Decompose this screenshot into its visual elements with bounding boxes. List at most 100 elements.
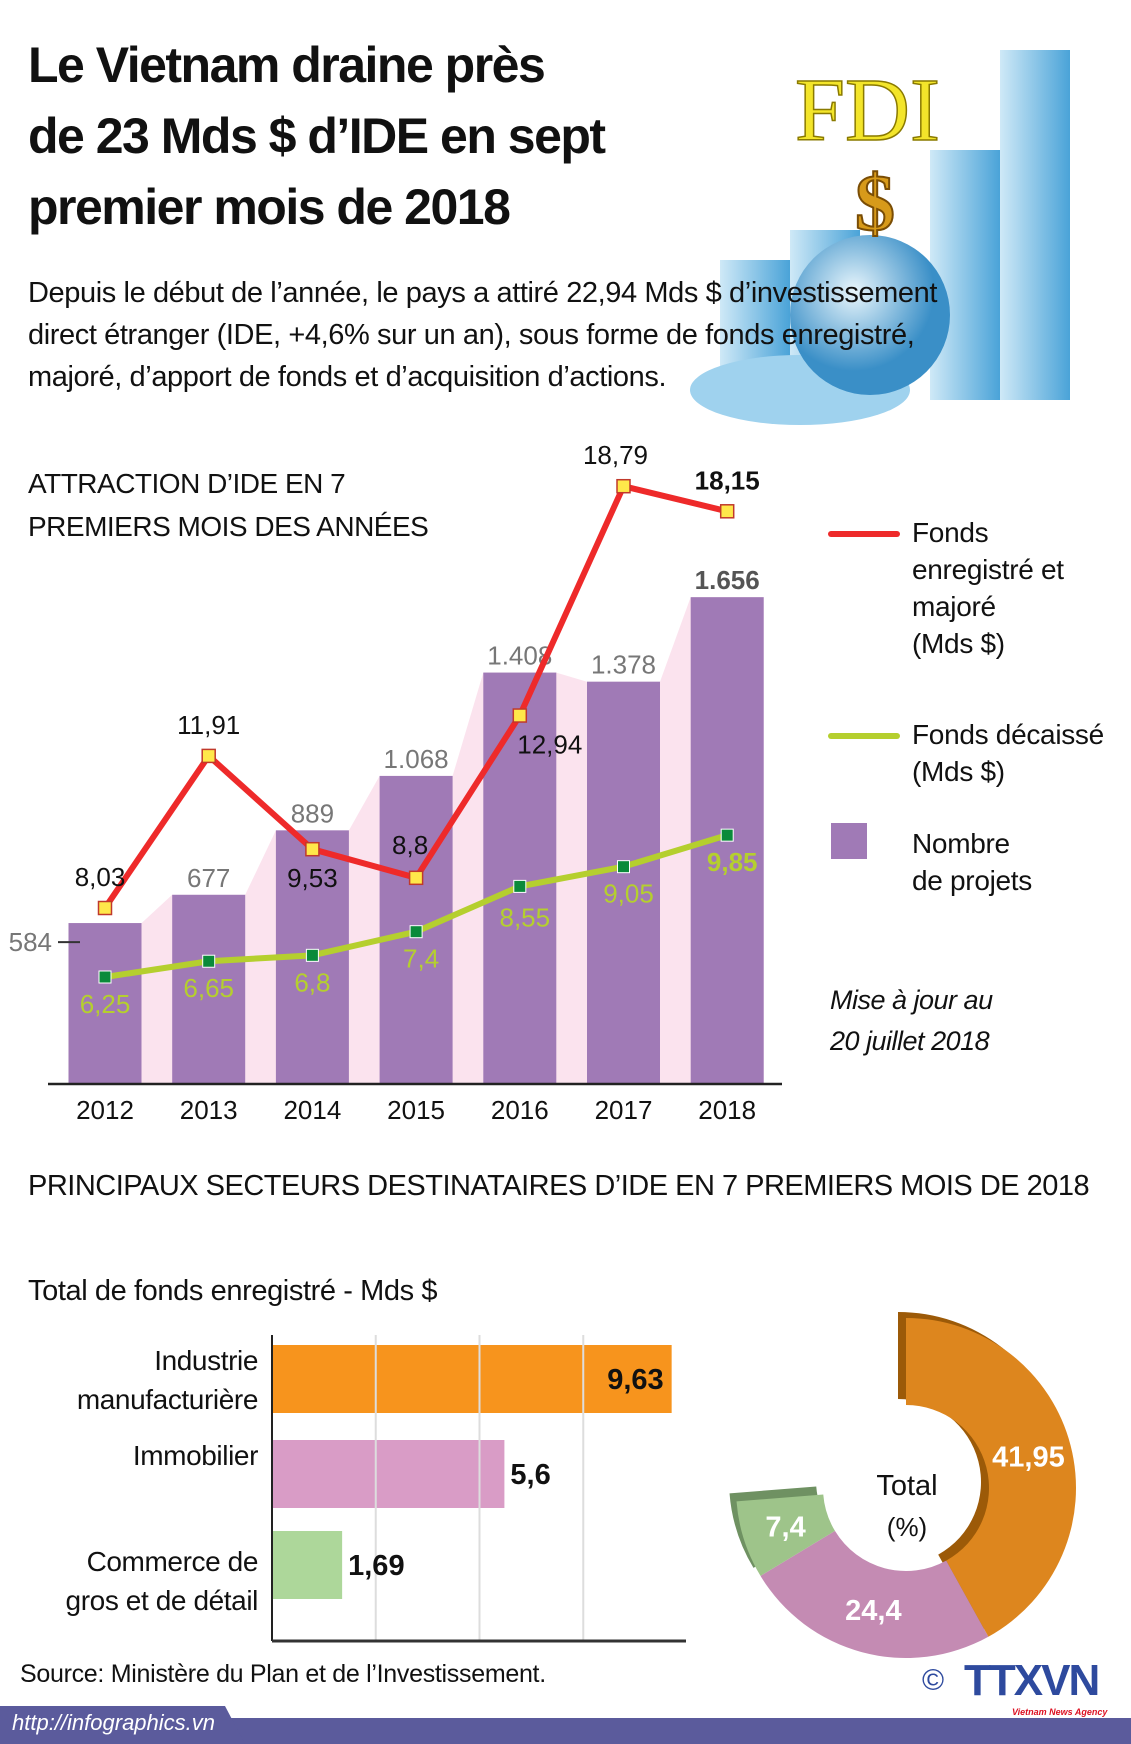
sector-bar [272,1345,672,1413]
legend-label: Fonds [912,517,989,548]
line-value-label: 9,05 [603,879,654,909]
bar-value-label: 1.068 [384,744,449,774]
section-title: PRINCIPAUX SECTEURS DESTINATAIRES D’IDE … [28,1170,1090,1202]
fdi-text: FDI [795,61,940,160]
line-value-label: 8,03 [75,862,126,892]
donut-value-label: 41,95 [992,1441,1065,1473]
sector-bar [272,1440,505,1508]
line-value-label: 8,55 [499,902,550,932]
legend-line-red [828,531,900,537]
donut-slice-rim [729,1486,828,1568]
marker-fonds-decaisse [720,828,734,842]
title-line: de 23 Mds $ d’IDE en sept [28,108,606,164]
line-value-label: 9,53 [287,863,338,893]
ide-attraction-chart: 5842012677201388920141.06820151.40820161… [9,440,782,1125]
chart-title-line: ATTRACTION D’IDE EN 7 [28,468,346,499]
category-label: Immobilier [28,1436,259,1475]
x-tick-label: 2015 [387,1095,445,1125]
logo-text: TTXVN [964,1656,1100,1705]
donut-center-label: (%) [887,1512,927,1542]
x-tick-label: 2016 [491,1095,549,1125]
footer-tab [0,1706,245,1744]
footer-url-link[interactable]: http://infographics.vn [12,1710,216,1735]
note-line: Mise à jour au [830,985,993,1015]
category-label-line: Immobilier [132,1440,259,1471]
legend-label: Fonds décaissé [912,719,1104,750]
sector-bar [272,1531,343,1599]
category-label: Industrie manufacturière [28,1341,259,1419]
title-line: Le Vietnam draine près [28,37,546,93]
sector-value-label: 9,63 [607,1364,663,1396]
donut-value-label: 7,4 [765,1512,805,1544]
legend-label: majoré [912,591,996,622]
category-label-line: manufacturière [76,1384,259,1415]
intro-paragraph: Depuis le début de l’année, le pays a at… [28,277,938,393]
marker-fonds-decaisse [409,925,423,939]
x-tick-label: 2013 [180,1095,238,1125]
line-value-label: 9,85 [707,847,758,877]
x-tick-label: 2017 [595,1095,653,1125]
x-tick-label: 2018 [698,1095,756,1125]
marker-fonds-decaisse [98,970,112,984]
marker-fonds-enregistre [201,748,216,764]
legend-label: (Mds $) [912,756,1005,787]
category-label-line: Industrie [154,1345,258,1376]
chart-title-line: PREMIERS MOIS DES ANNÉES [28,511,429,542]
bar-value-label: 584 [9,927,52,957]
fdi-illustration: $ FDI [690,50,1070,425]
chart-title: ATTRACTION D’IDE EN 7 PREMIERS MOIS DES … [28,462,429,548]
line-value-label: 18,79 [583,440,648,470]
x-tick-label: 2014 [283,1095,341,1125]
donut-slice [760,1530,989,1659]
line-value-label: 6,25 [80,989,131,1019]
line-value-label: 11,91 [177,710,240,740]
donut-slice-rim [898,1312,1069,1631]
legend-label: (Mds $) [912,628,1005,659]
donut-slice [736,1494,835,1576]
marker-fonds-decaisse [513,879,527,893]
bar-graphic [1000,50,1070,400]
marker-fonds-enregistre [408,870,424,886]
category-label: Commerce de gros et de détail [28,1542,259,1620]
legend-line-green [828,733,900,739]
bar-projects [172,894,246,1084]
marker-fonds-enregistre [97,900,113,916]
marker-fonds-enregistre [719,504,735,519]
bar-projects [587,681,660,1084]
legend-square-purple [831,823,867,859]
page-title: Le Vietnam draine près de 23 Mds $ d’IDE… [28,30,718,243]
category-label-line: gros et de détail [65,1585,259,1616]
donut-value-label: 24,4 [845,1595,901,1627]
marker-fonds-enregistre [616,478,631,494]
x-tick-label: 2012 [76,1095,134,1125]
marker-fonds-decaisse [202,954,216,968]
donut-center-label: Total [876,1470,937,1502]
line-value-label: 6,8 [294,967,330,997]
copyright-icon: © [922,1664,945,1697]
marker-fonds-decaisse [305,948,319,962]
legend-label: de projets [912,865,1032,896]
donut-slice [906,1318,1077,1637]
bar-graphic [930,150,1000,400]
bar-value-label: 677 [187,863,230,893]
line-value-label: 8,8 [392,830,428,860]
line-value-label: 7,4 [403,944,439,974]
globe-icon [790,235,950,395]
update-note: Mise à jour au 20 juillet 2018 [830,980,993,1062]
category-label-line: Commerce de [86,1546,259,1577]
title-line: premier mois de 2018 [28,179,511,235]
line-value-label: 12,94 [517,730,582,760]
bar-projects [68,923,142,1084]
marker-fonds-enregistre [305,841,320,857]
bar-value-label: 1.656 [695,565,760,595]
line-value-label: 6,65 [183,973,234,1003]
legend-label: enregistré et [912,554,1064,585]
sector-value-label: 5,6 [510,1459,550,1491]
section-subtitle: Total de fonds enregistré - Mds $ [28,1275,438,1307]
marker-fonds-enregistre [512,708,528,723]
bar-projects [483,672,557,1084]
sector-value-label: 1,69 [348,1550,404,1582]
marker-fonds-decaisse [617,860,630,874]
source-note: Source: Ministère du Plan et de l’Invest… [20,1660,546,1688]
legend-label: Nombre [912,828,1010,859]
